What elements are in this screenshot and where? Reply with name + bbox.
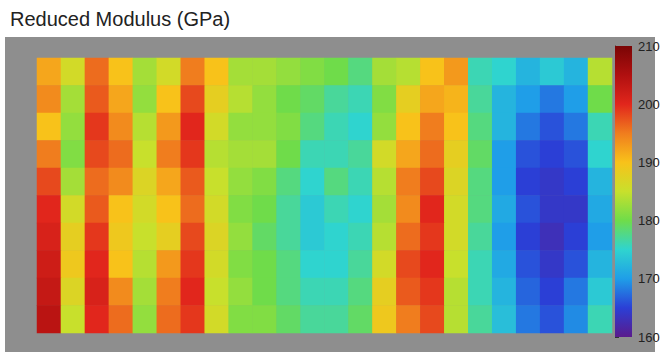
svg-text:210: 210 <box>638 39 660 54</box>
svg-text:170: 170 <box>638 271 660 286</box>
svg-text:160: 160 <box>638 330 660 345</box>
svg-text:Reduced Modulus (GPa): Reduced Modulus (GPa) <box>10 8 230 30</box>
svg-text:200: 200 <box>638 97 660 112</box>
svg-text:190: 190 <box>638 155 660 170</box>
svg-text:180: 180 <box>638 213 660 228</box>
